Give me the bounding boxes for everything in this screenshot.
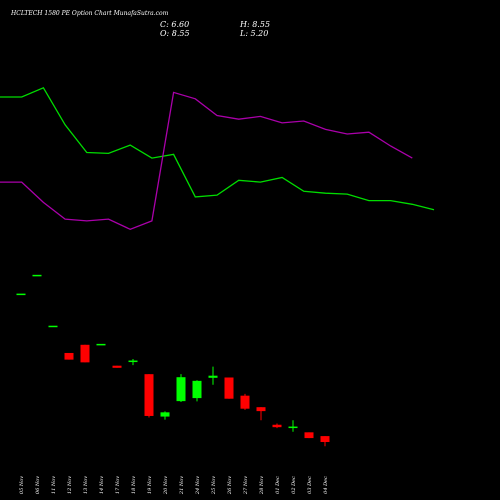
x-axis-ticks: 05 Nov 06 Nov 11 Nov 12 Nov 13 Nov 14 Nov 17 N… [19,476,329,495]
candle-body [272,424,282,428]
open-value: O: 8.55 [160,29,190,38]
candle-body [16,293,26,296]
x-tick-label: 21 Nov [179,476,185,495]
candle [16,293,26,296]
candle-body [176,377,186,402]
overlay-lines [0,86,435,231]
overlay-line-1 [0,86,435,211]
candle-body [128,360,138,363]
candle [128,359,138,366]
candle-body [112,365,122,368]
x-tick-label: 25 Nov [211,476,217,495]
x-tick-label: 01 Dec [275,476,281,494]
candle [96,343,106,346]
candle [208,366,218,385]
x-tick-label: 20 Nov [163,476,169,495]
candle [304,432,314,439]
x-tick-label: 17 Nov [115,476,121,494]
x-tick-label: 24 Nov [195,476,201,495]
candle [144,374,154,418]
x-tick-label: 18 Nov [131,476,137,494]
candle-body [96,343,106,346]
x-tick-label: 03 Dec [307,476,313,494]
x-tick-label: 04 Dec [323,476,329,494]
candle-body [208,375,218,378]
candle [192,380,202,402]
x-tick-label: 02 Dec [291,476,297,494]
candle [80,344,90,363]
candle [64,352,74,360]
candle [32,274,42,277]
candle-body [288,426,298,429]
candle [160,411,170,420]
x-tick-label: 06 Nov [35,476,41,494]
candle [176,374,186,403]
low-value: L: 5.20 [239,29,268,38]
x-tick-label: 05 Nov [19,476,25,494]
overlay-line-2 [0,91,413,231]
candle-body [256,407,266,412]
chart-title: HCLTECH 1580 PE Option Chart MunafaSutra… [10,10,169,17]
candle [256,407,266,421]
x-tick-label: 27 Nov [243,476,249,495]
x-tick-label: 11 Nov [51,476,57,494]
x-tick-label: 28 Nov [259,476,265,495]
x-tick-label: 14 Nov [99,476,105,494]
candle [272,423,282,429]
candle [288,420,298,432]
candle-body [304,432,314,439]
candle-body [224,377,234,399]
close-value: C: 6.60 [160,20,189,29]
candle [48,325,58,328]
candle-body [160,412,170,417]
x-tick-label: 19 Nov [147,476,153,494]
candle [240,393,250,410]
x-tick-label: 13 Nov [83,476,89,494]
high-value: H: 8.55 [239,20,270,29]
candle-body [64,352,74,360]
candle-body [144,374,154,416]
candle-body [48,325,58,328]
candle-body [32,274,42,277]
candle [112,365,122,368]
candle-body [320,436,330,443]
x-tick-label: 26 Nov [227,476,233,495]
candle [320,436,330,447]
x-tick-label: 12 Nov [67,476,73,494]
candle-body [192,380,202,399]
candles [16,274,330,447]
candle [224,377,234,399]
candle-body [240,395,250,409]
candle-body [80,344,90,363]
